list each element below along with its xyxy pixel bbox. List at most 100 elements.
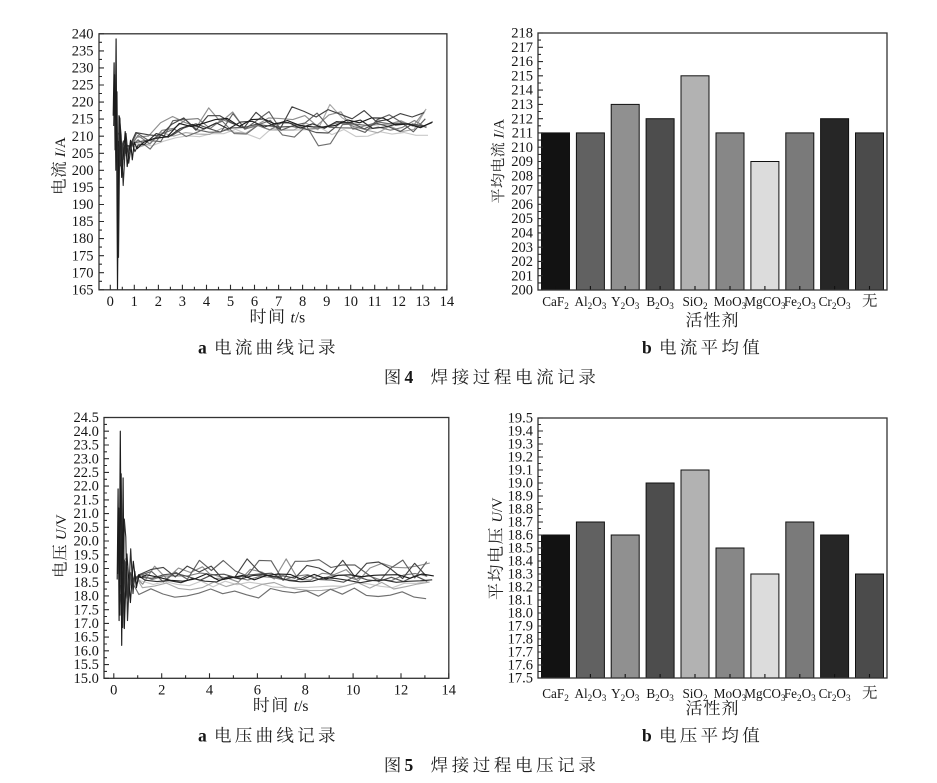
svg-text:Al2O3: Al2O3 bbox=[574, 294, 606, 311]
svg-text:207: 207 bbox=[511, 183, 533, 199]
svg-text:CaF2: CaF2 bbox=[542, 294, 569, 311]
svg-text:20.0: 20.0 bbox=[74, 534, 99, 550]
svg-text:18.3: 18.3 bbox=[508, 567, 533, 583]
svg-text:175: 175 bbox=[72, 248, 94, 264]
svg-text:Cr2O3: Cr2O3 bbox=[819, 686, 851, 703]
svg-text:9: 9 bbox=[323, 294, 330, 310]
svg-text:a: a bbox=[198, 338, 207, 358]
svg-text:23.0: 23.0 bbox=[74, 451, 99, 467]
svg-text:2: 2 bbox=[158, 683, 165, 699]
svg-text:18.5: 18.5 bbox=[74, 575, 99, 591]
svg-text:Fe2O3: Fe2O3 bbox=[784, 294, 816, 311]
svg-text:205: 205 bbox=[511, 211, 533, 227]
svg-text:19.2: 19.2 bbox=[508, 450, 533, 466]
svg-text:6: 6 bbox=[251, 294, 258, 310]
svg-text:MoO3: MoO3 bbox=[714, 686, 747, 703]
svg-text:17.5: 17.5 bbox=[508, 671, 533, 687]
svg-text:213: 213 bbox=[511, 97, 533, 113]
svg-text:Y2O3: Y2O3 bbox=[611, 294, 640, 311]
svg-text:235: 235 bbox=[72, 44, 94, 60]
svg-text:8: 8 bbox=[299, 294, 306, 310]
svg-text:201: 201 bbox=[511, 268, 533, 284]
svg-text:208: 208 bbox=[511, 168, 533, 184]
svg-text:19.0: 19.0 bbox=[74, 561, 99, 577]
svg-text:17.5: 17.5 bbox=[74, 602, 99, 618]
svg-text:CaF2: CaF2 bbox=[542, 686, 569, 703]
svg-text:211: 211 bbox=[512, 126, 533, 142]
svg-text:18.6: 18.6 bbox=[508, 528, 533, 544]
svg-text:12: 12 bbox=[392, 294, 407, 310]
svg-text:218: 218 bbox=[511, 26, 533, 42]
svg-text:200: 200 bbox=[72, 163, 94, 179]
svg-text:13: 13 bbox=[416, 294, 431, 310]
svg-text:0: 0 bbox=[107, 294, 114, 310]
svg-text:19.3: 19.3 bbox=[508, 437, 533, 453]
svg-text:MgCO3: MgCO3 bbox=[744, 686, 786, 703]
svg-text:21.5: 21.5 bbox=[74, 493, 99, 509]
svg-text:205: 205 bbox=[72, 146, 94, 162]
svg-text:t/s: t/s bbox=[294, 698, 309, 715]
svg-text:14: 14 bbox=[440, 294, 455, 310]
svg-text:2: 2 bbox=[155, 294, 162, 310]
svg-text:24.0: 24.0 bbox=[74, 424, 99, 440]
svg-text:17.6: 17.6 bbox=[508, 658, 533, 674]
svg-text:MgCO3: MgCO3 bbox=[744, 294, 786, 311]
svg-text:203: 203 bbox=[511, 240, 533, 256]
svg-text:195: 195 bbox=[72, 180, 94, 196]
svg-text:b: b bbox=[642, 338, 652, 358]
svg-text:19.4: 19.4 bbox=[508, 424, 534, 440]
svg-text:200: 200 bbox=[511, 283, 533, 299]
svg-text:I/A: I/A bbox=[53, 137, 69, 158]
svg-text:180: 180 bbox=[72, 231, 94, 247]
svg-text:210: 210 bbox=[72, 129, 94, 145]
svg-text:6: 6 bbox=[254, 683, 261, 699]
svg-text:B2O3: B2O3 bbox=[646, 686, 674, 703]
svg-text:15.5: 15.5 bbox=[74, 657, 99, 673]
svg-text:15.0: 15.0 bbox=[74, 671, 99, 687]
svg-text:230: 230 bbox=[72, 61, 94, 77]
svg-text:20.5: 20.5 bbox=[74, 520, 99, 536]
svg-text:206: 206 bbox=[511, 197, 533, 213]
svg-text:Y2O3: Y2O3 bbox=[611, 686, 640, 703]
svg-text:0: 0 bbox=[110, 683, 117, 699]
svg-text:t/s: t/s bbox=[291, 310, 306, 327]
svg-text:214: 214 bbox=[511, 83, 534, 99]
svg-text:22.0: 22.0 bbox=[74, 479, 99, 495]
svg-text:17.0: 17.0 bbox=[74, 616, 99, 632]
svg-text:a: a bbox=[198, 726, 207, 746]
svg-text:24.5: 24.5 bbox=[74, 410, 99, 426]
svg-text:18.9: 18.9 bbox=[508, 489, 533, 505]
svg-text:1: 1 bbox=[131, 294, 138, 310]
svg-text:18.8: 18.8 bbox=[508, 502, 533, 518]
svg-text:10: 10 bbox=[343, 294, 358, 310]
svg-text:17.9: 17.9 bbox=[508, 619, 533, 635]
svg-text:18.0: 18.0 bbox=[508, 606, 533, 622]
svg-text:U/V: U/V bbox=[490, 497, 506, 523]
svg-text:18.5: 18.5 bbox=[508, 541, 533, 557]
svg-text:4: 4 bbox=[405, 367, 414, 387]
svg-text:22.5: 22.5 bbox=[74, 465, 99, 481]
svg-text:240: 240 bbox=[72, 26, 94, 42]
svg-text:12: 12 bbox=[394, 683, 409, 699]
svg-text:215: 215 bbox=[511, 68, 533, 84]
svg-text:18.4: 18.4 bbox=[508, 554, 534, 570]
svg-text:21.0: 21.0 bbox=[74, 506, 99, 522]
svg-text:11: 11 bbox=[368, 294, 382, 310]
svg-text:b: b bbox=[642, 726, 652, 746]
svg-text:5: 5 bbox=[405, 755, 414, 775]
svg-text:18.2: 18.2 bbox=[508, 580, 533, 596]
svg-text:185: 185 bbox=[72, 214, 94, 230]
svg-text:16.0: 16.0 bbox=[74, 643, 99, 659]
svg-text:SiO2: SiO2 bbox=[682, 686, 708, 703]
svg-text:215: 215 bbox=[72, 112, 94, 128]
svg-text:19.5: 19.5 bbox=[508, 411, 533, 427]
svg-text:I/A: I/A bbox=[491, 119, 507, 140]
svg-text:217: 217 bbox=[511, 40, 533, 56]
svg-text:170: 170 bbox=[72, 265, 94, 281]
svg-text:202: 202 bbox=[511, 254, 533, 270]
svg-text:19.5: 19.5 bbox=[74, 547, 99, 563]
svg-text:225: 225 bbox=[72, 78, 94, 94]
svg-text:10: 10 bbox=[346, 683, 361, 699]
svg-text:209: 209 bbox=[511, 154, 533, 170]
svg-text:3: 3 bbox=[179, 294, 186, 310]
